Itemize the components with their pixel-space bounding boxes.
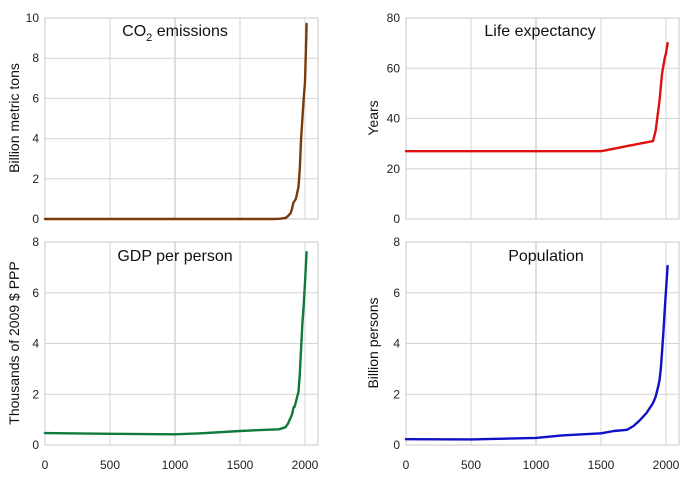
y-tick-label: 80 [387, 11, 401, 25]
y-tick-label: 60 [387, 61, 401, 75]
x-tick-label: 1000 [162, 458, 189, 472]
y-tick-label: 10 [26, 11, 40, 25]
y-tick-label: 40 [387, 112, 401, 126]
y-tick-label: 0 [393, 438, 400, 452]
y-tick-label: 0 [32, 212, 39, 226]
y-tick-label: 6 [393, 286, 400, 300]
y-tick-label: 0 [393, 212, 400, 226]
population-line [404, 264, 669, 441]
y-tick-label: 8 [32, 51, 39, 65]
co2-emissions-line [43, 22, 308, 221]
panel-title: Population [508, 248, 584, 265]
life-expectancy-line [404, 41, 669, 153]
y-tick-label: 0 [32, 438, 39, 452]
x-tick-label: 0 [42, 458, 49, 472]
x-tick-label: 500 [100, 458, 120, 472]
panel-life-expectancy: 0 20 40 60 80 Life expectancy Years [365, 11, 680, 226]
y-axis-label: Thousands of 2009 $ PPP [6, 261, 22, 424]
x-tick-label: 2000 [653, 458, 680, 472]
panel-frame [44, 241, 319, 446]
y-tick-label: 8 [32, 235, 39, 249]
x-tick-label: 1500 [588, 458, 615, 472]
panel-title: Life expectancy [484, 23, 595, 40]
y-tick-label: 2 [393, 387, 400, 401]
y-tick-label: 4 [32, 132, 39, 146]
x-tick-label: 1000 [523, 458, 550, 472]
x-tick-label: 1500 [227, 458, 254, 472]
y-tick-label: 2 [32, 387, 39, 401]
x-tick-label: 2000 [292, 458, 319, 472]
y-axis-label: Billion persons [365, 297, 381, 388]
y-tick-label: 4 [393, 337, 400, 351]
y-axis-label: Years [365, 100, 381, 135]
panel-population: 0 2 4 6 8 0 500 1000 1500 2000 Population Billio… [365, 235, 680, 472]
panel-co2-emissions: 0 2 4 6 8 10 CO2 emissions Billion metric ton… [6, 11, 319, 226]
y-tick-label: 2 [32, 172, 39, 186]
y-tick-label: 6 [32, 286, 39, 300]
x-tick-label: 500 [461, 458, 481, 472]
y-tick-label: 6 [32, 91, 39, 105]
panel-frame [405, 17, 680, 220]
panel-title: GDP per person [117, 248, 232, 265]
x-tick-label: 0 [403, 458, 410, 472]
panel-frame [405, 241, 680, 446]
panel-title: CO2 emissions [122, 23, 228, 44]
y-tick-label: 4 [32, 337, 39, 351]
panel-gdp-per-person: 0 2 4 6 8 0 500 1000 1500 2000 GDP per person Th… [6, 235, 319, 472]
gdp-per-person-line [43, 250, 308, 436]
y-tick-label: 8 [393, 235, 400, 249]
y-axis-label: Billion metric tons [6, 63, 22, 173]
y-tick-label: 20 [387, 162, 401, 176]
panel-frame [44, 17, 319, 220]
